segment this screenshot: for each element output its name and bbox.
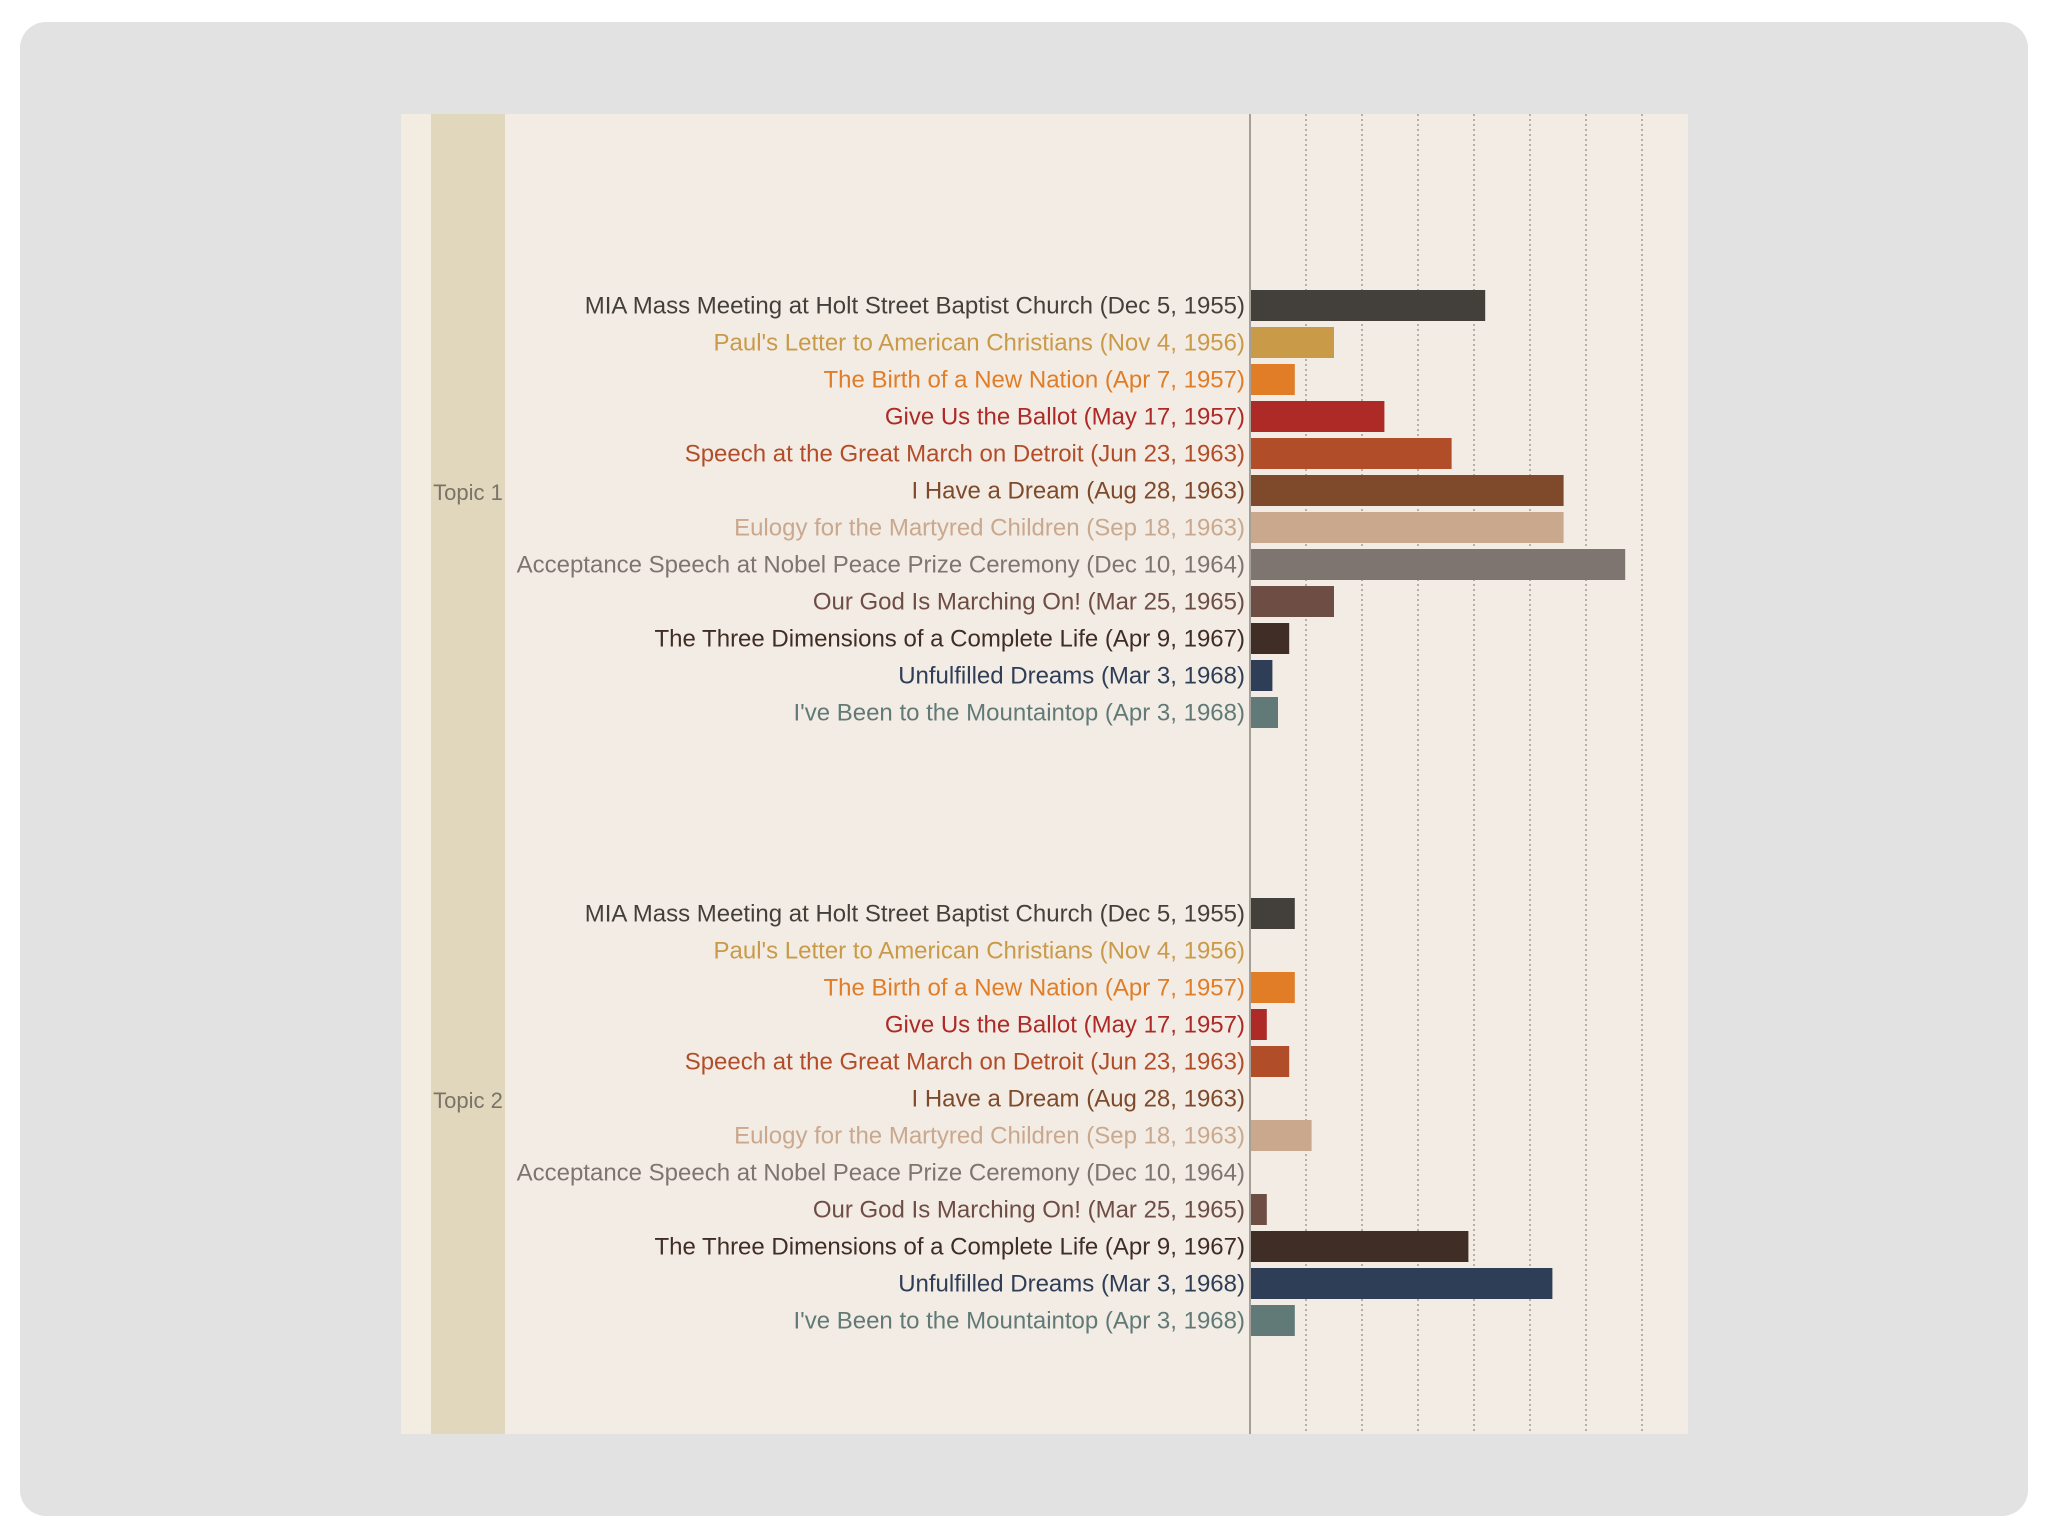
row-label: Unfulfilled Dreams (Mar 3, 1968) [898,1271,1245,1298]
bar [1251,898,1295,929]
row-label: Our God Is Marching On! (Mar 25, 1965) [813,1197,1245,1224]
bar [1251,364,1295,395]
bar [1251,586,1334,617]
bars [1251,290,1626,1336]
bar [1251,290,1486,321]
topic-label: Topic 2 [433,1088,503,1113]
bar [1251,623,1290,654]
left-margin-strip [401,114,431,1434]
row-label: Acceptance Speech at Nobel Peace Prize C… [517,552,1245,579]
row-label: Give Us the Ballot (May 17, 1957) [885,1012,1245,1039]
bar [1251,475,1564,506]
row-label: Eulogy for the Martyred Children (Sep 18… [734,1123,1245,1150]
row-label: MIA Mass Meeting at Holt Street Baptist … [585,901,1245,928]
slide-frame: MIA Mass Meeting at Holt Street Baptist … [20,22,2028,1516]
row-label: Paul's Letter to American Christians (No… [714,330,1246,357]
bar [1251,549,1626,580]
topic-labels: Topic 1 Topic 2 [433,480,503,1113]
row-labels: MIA Mass Meeting at Holt Street Baptist … [517,293,1245,1335]
bar [1251,697,1278,728]
row-label: The Three Dimensions of a Complete Life … [654,1234,1245,1261]
row-label: Acceptance Speech at Nobel Peace Prize C… [517,1160,1245,1187]
row-label: Eulogy for the Martyred Children (Sep 18… [734,515,1245,542]
row-label: The Birth of a New Nation (Apr 7, 1957) [823,367,1245,394]
row-label: I've Been to the Mountaintop (Apr 3, 196… [793,1308,1245,1335]
topic-label: Topic 1 [433,480,503,505]
row-label: I Have a Dream (Aug 28, 1963) [911,1086,1245,1113]
row-label: Unfulfilled Dreams (Mar 3, 1968) [898,663,1245,690]
row-label: Our God Is Marching On! (Mar 25, 1965) [813,589,1245,616]
row-label: The Three Dimensions of a Complete Life … [654,626,1245,653]
bar [1251,327,1334,358]
bar [1251,401,1385,432]
bar [1251,1194,1267,1225]
bar [1251,1120,1312,1151]
bar [1251,1268,1553,1299]
row-label: Give Us the Ballot (May 17, 1957) [885,404,1245,431]
row-label: Speech at the Great March on Detroit (Ju… [685,441,1245,468]
gridlines [1249,114,1643,1434]
row-label: Paul's Letter to American Christians (No… [714,938,1246,965]
row-label: MIA Mass Meeting at Holt Street Baptist … [585,293,1245,320]
bar [1251,1231,1469,1262]
topic-band [431,114,505,1434]
bar [1251,1046,1290,1077]
row-label: The Birth of a New Nation (Apr 7, 1957) [823,975,1245,1002]
row-label: Speech at the Great March on Detroit (Ju… [685,1049,1245,1076]
row-label: I Have a Dream (Aug 28, 1963) [911,478,1245,505]
bar-chart: MIA Mass Meeting at Holt Street Baptist … [433,114,1643,1434]
row-label: I've Been to the Mountaintop (Apr 3, 196… [793,700,1245,727]
chart-panel: MIA Mass Meeting at Holt Street Baptist … [401,114,1688,1434]
bar [1251,1009,1267,1040]
bar [1251,1305,1295,1336]
bar [1251,972,1295,1003]
bar [1251,660,1273,691]
bar [1251,512,1564,543]
bar [1251,438,1452,469]
